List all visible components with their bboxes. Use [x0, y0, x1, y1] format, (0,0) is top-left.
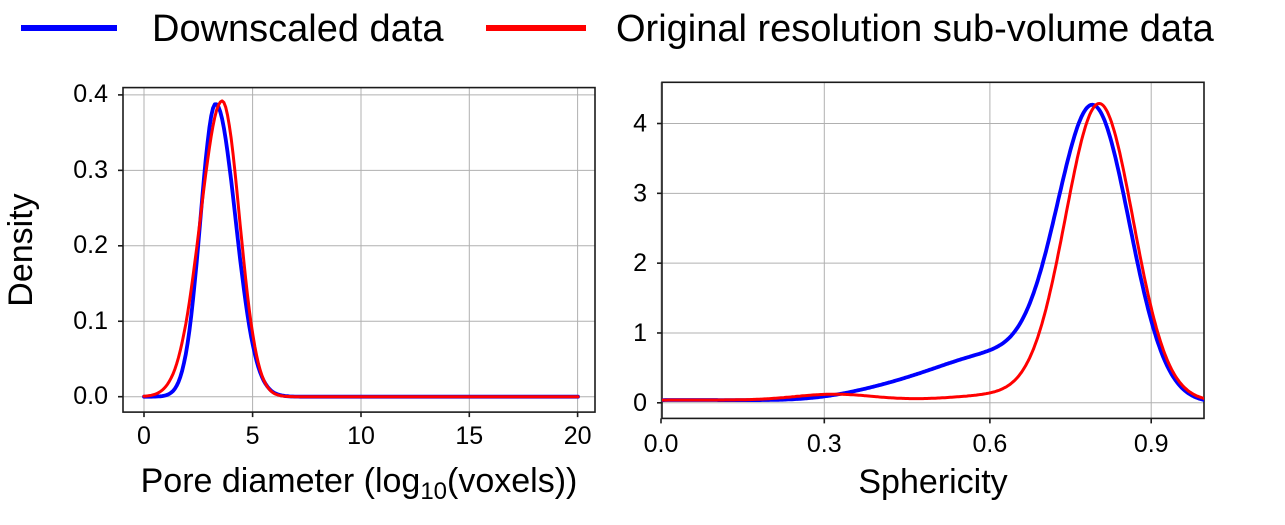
- svg-text:0.9: 0.9: [1134, 430, 1169, 458]
- svg-text:1: 1: [633, 319, 647, 347]
- svg-text:0.3: 0.3: [807, 430, 842, 458]
- svg-text:4: 4: [633, 110, 647, 138]
- svg-text:2: 2: [633, 249, 647, 277]
- svg-text:5: 5: [246, 422, 260, 450]
- svg-text:Pore diameter (log10(voxels)): Pore diameter (log10(voxels)): [141, 462, 578, 505]
- svg-text:0: 0: [633, 389, 647, 417]
- svg-text:Density: Density: [2, 193, 40, 306]
- svg-text:0.1: 0.1: [73, 307, 108, 335]
- svg-text:0.0: 0.0: [644, 430, 679, 458]
- svg-text:0.2: 0.2: [73, 231, 108, 259]
- svg-text:0.0: 0.0: [73, 382, 108, 410]
- svg-text:15: 15: [455, 422, 483, 450]
- svg-text:0.3: 0.3: [73, 156, 108, 184]
- svg-text:0.6: 0.6: [973, 430, 1008, 458]
- svg-text:3: 3: [633, 179, 647, 207]
- svg-text:Downscaled data: Downscaled data: [152, 8, 444, 50]
- svg-text:Original resolution sub-volume: Original resolution sub-volume data: [616, 8, 1215, 50]
- svg-text:0.4: 0.4: [73, 80, 108, 108]
- svg-text:0: 0: [137, 422, 151, 450]
- svg-text:10: 10: [347, 422, 375, 450]
- svg-text:20: 20: [564, 422, 592, 450]
- svg-text:Sphericity: Sphericity: [858, 463, 1007, 501]
